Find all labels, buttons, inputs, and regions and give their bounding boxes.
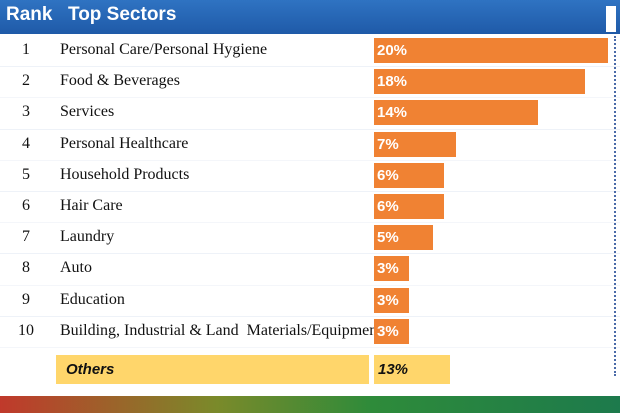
bar-value-label: 3%: [377, 291, 399, 309]
row-separator: [0, 253, 620, 255]
bar: [374, 100, 538, 126]
others-value-cell: [374, 355, 450, 384]
bar: [374, 131, 456, 157]
row-separator: [0, 128, 620, 130]
rank-number: 4: [22, 134, 30, 152]
row-separator: [0, 284, 620, 286]
bar: [374, 318, 410, 344]
row-separator: [0, 97, 620, 99]
sector-label: Auto: [60, 259, 92, 277]
bar-value-label: 6%: [377, 166, 399, 184]
bar-value-label: 3%: [377, 322, 399, 340]
others-label-cell: [56, 355, 369, 384]
rank-number: 2: [22, 72, 30, 90]
decorative-bottom-band: [0, 396, 620, 413]
sector-label: Building, Industrial & Land Materials/Eq…: [60, 321, 388, 339]
bar-value-label: 18%: [377, 73, 408, 91]
bar: [374, 194, 445, 219]
rank-number: 3: [22, 103, 30, 121]
bar: [374, 287, 410, 313]
rank-number: 9: [22, 290, 30, 308]
bar: [374, 162, 445, 188]
rank-number: 6: [22, 197, 30, 214]
bar-value-label: 14%: [377, 104, 408, 122]
rank-number: 1: [22, 41, 30, 58]
rank-column-header: Rank: [6, 4, 53, 25]
bar: [374, 256, 410, 282]
bar: [374, 225, 433, 251]
row-separator: [0, 315, 620, 317]
bar-value-label: 5%: [377, 229, 399, 247]
bar: [374, 69, 585, 95]
rank-number: 5: [22, 165, 30, 183]
bar-value-label: 3%: [377, 260, 399, 278]
sector-label: Education: [60, 290, 125, 308]
sector-label: Laundry: [60, 228, 115, 246]
bar: [374, 38, 608, 63]
sector-label: Personal Healthcare: [60, 134, 189, 152]
row-separator: [0, 222, 620, 224]
row-separator: [0, 159, 620, 161]
sector-label: Hair Care: [60, 197, 123, 214]
sectors-column-header: Top Sectors: [68, 4, 177, 25]
bar-value-label: 20%: [377, 42, 408, 59]
rank-number: 10: [18, 321, 34, 339]
header-edge: [606, 6, 616, 32]
sector-label: Services: [60, 103, 115, 121]
sector-label: Household Products: [60, 165, 190, 183]
others-value: 13%: [378, 361, 409, 378]
bar-value-label: 6%: [377, 198, 399, 215]
row-separator: [0, 347, 620, 348]
table-header: Rank Top Sectors: [0, 0, 620, 34]
rank-number: 8: [22, 259, 30, 277]
right-border: [614, 36, 618, 376]
others-label: Others: [66, 361, 115, 378]
bar-value-label: 7%: [377, 135, 399, 153]
rank-number: 7: [22, 228, 30, 246]
row-separator: [0, 191, 620, 192]
sector-label: Personal Care/Personal Hygiene: [60, 41, 268, 58]
sector-label: Food & Beverages: [60, 72, 180, 90]
row-separator: [0, 66, 620, 68]
